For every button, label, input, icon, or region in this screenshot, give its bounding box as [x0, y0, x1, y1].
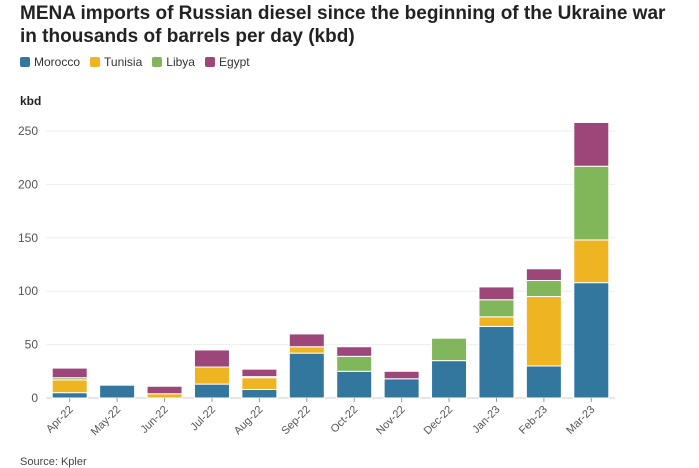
- source-note: Source: Kpler: [20, 456, 87, 468]
- x-tick-label: Jun-22: [138, 404, 170, 436]
- y-tick-label: 150: [18, 231, 38, 245]
- chart-title: MENA imports of Russian diesel since the…: [20, 2, 665, 48]
- title-line-2: in thousands of barrels per day (kbd): [20, 26, 355, 47]
- legend-label: Libya: [166, 55, 195, 69]
- x-tick-label: Aug-22: [232, 404, 266, 438]
- bar-egypt: [478, 286, 515, 301]
- bar-morocco: [288, 352, 325, 399]
- bar-egypt: [193, 349, 230, 368]
- bar-tunisia: [241, 377, 278, 390]
- x-tick-label: Jan-23: [470, 404, 502, 436]
- x-tick-label: Mar-23: [564, 404, 597, 437]
- bar-egypt: [51, 367, 88, 379]
- legend-swatch: [90, 57, 101, 67]
- bar-morocco: [478, 325, 515, 399]
- bar-libya: [336, 355, 373, 372]
- bar-tunisia: [525, 296, 562, 367]
- title-line-1: MENA imports of Russian diesel since the…: [20, 3, 666, 24]
- x-tick-label: Nov-22: [374, 404, 408, 438]
- legend-item-tunisia: Tunisia: [90, 55, 142, 69]
- x-tick-label: Feb-23: [517, 404, 550, 437]
- legend-label: Morocco: [34, 55, 81, 69]
- bar-libya: [573, 165, 610, 241]
- y-tick-label: 0: [31, 391, 38, 405]
- bar-egypt: [525, 268, 562, 282]
- bar-libya: [478, 299, 515, 318]
- bar-egypt: [146, 385, 183, 395]
- bar-libya: [525, 280, 562, 298]
- bar-morocco: [193, 383, 230, 399]
- legend-swatch: [20, 57, 30, 67]
- legend: Morocco Tunisia Libya Egypt: [20, 55, 250, 69]
- x-tick-label: Apr-22: [44, 404, 76, 436]
- y-tick-label: 250: [18, 124, 38, 138]
- x-tick-label: Oct-22: [328, 404, 360, 436]
- bar-egypt: [288, 333, 325, 348]
- x-tick-label: Dec-22: [422, 404, 456, 438]
- bar-morocco: [99, 384, 136, 399]
- x-tick-label: Jul-22: [188, 404, 218, 434]
- legend-item-morocco: Morocco: [20, 55, 80, 69]
- bar-tunisia: [51, 379, 88, 394]
- y-axis-label: kbd: [20, 94, 42, 108]
- bar-tunisia: [193, 366, 230, 385]
- legend-item-egypt: Egypt: [204, 55, 250, 69]
- legend-label: Egypt: [218, 55, 250, 69]
- bar-egypt: [336, 346, 373, 357]
- bar-libya: [431, 337, 468, 362]
- y-tick-label: 100: [18, 284, 38, 298]
- bar-egypt: [241, 368, 278, 378]
- legend-swatch: [204, 57, 215, 67]
- y-tick-label: 200: [18, 177, 38, 191]
- bar-morocco: [525, 365, 562, 399]
- bar-egypt: [573, 121, 610, 167]
- bar-morocco: [241, 388, 278, 399]
- bar-egypt: [383, 370, 420, 380]
- legend-item-libya: Libya: [152, 55, 195, 69]
- bar-morocco: [431, 360, 468, 399]
- bar-morocco: [383, 378, 420, 399]
- bar-tunisia: [288, 346, 325, 354]
- bar-morocco: [336, 370, 373, 399]
- x-tick-label: May-22: [89, 404, 123, 438]
- bar-tunisia: [573, 239, 610, 284]
- bar-morocco: [573, 282, 610, 399]
- legend-label: Tunisia: [104, 55, 143, 69]
- bar-tunisia: [478, 316, 515, 327]
- bar-tunisia: [146, 393, 183, 399]
- x-tick-label: Sep-22: [279, 404, 313, 438]
- bar-morocco: [51, 392, 88, 399]
- legend-swatch: [152, 57, 163, 67]
- y-tick-label: 50: [25, 338, 39, 352]
